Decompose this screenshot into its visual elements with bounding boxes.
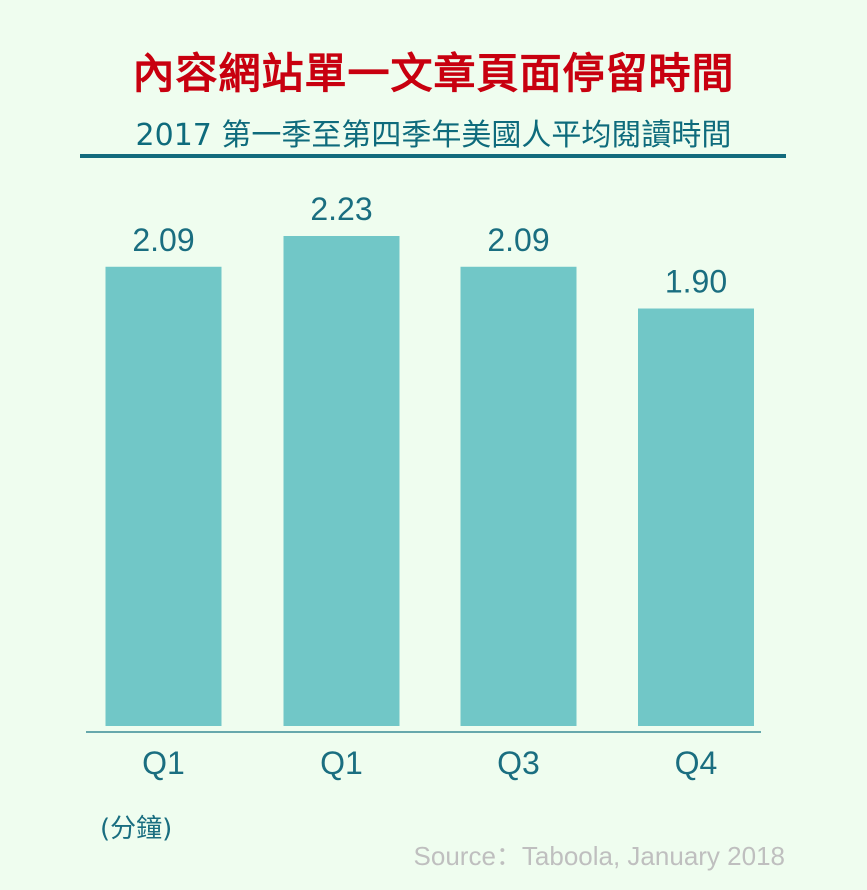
value-labels-group: 2.09 2.23 2.09 1.90 [132,191,727,300]
source-note: Source：Taboola, January 2018 [413,841,785,871]
bar-2 [283,236,400,726]
title-divider [80,154,786,158]
x-tick-label-2: Q1 [320,745,363,781]
x-tick-label-1: Q1 [142,745,185,781]
value-label-2: 2.23 [310,191,372,227]
value-label-4: 1.90 [665,264,727,300]
bars-group [105,236,754,726]
chart-subtitle: 2017 第一季至第四季年美國人平均閱讀時間 [135,118,732,153]
bar-4 [638,308,754,726]
bar-3 [460,266,577,726]
chart-title: 內容網站單一文章頁面停留時間 [132,49,735,98]
bar-1 [105,266,222,726]
value-label-3: 2.09 [487,222,549,258]
x-tick-labels-group: Q1 Q1 Q3 Q4 [142,745,717,781]
value-label-1: 2.09 [132,222,194,258]
x-tick-label-4: Q4 [675,745,718,781]
x-tick-label-3: Q3 [497,745,540,781]
y-unit-label: (分鐘) [100,814,173,844]
